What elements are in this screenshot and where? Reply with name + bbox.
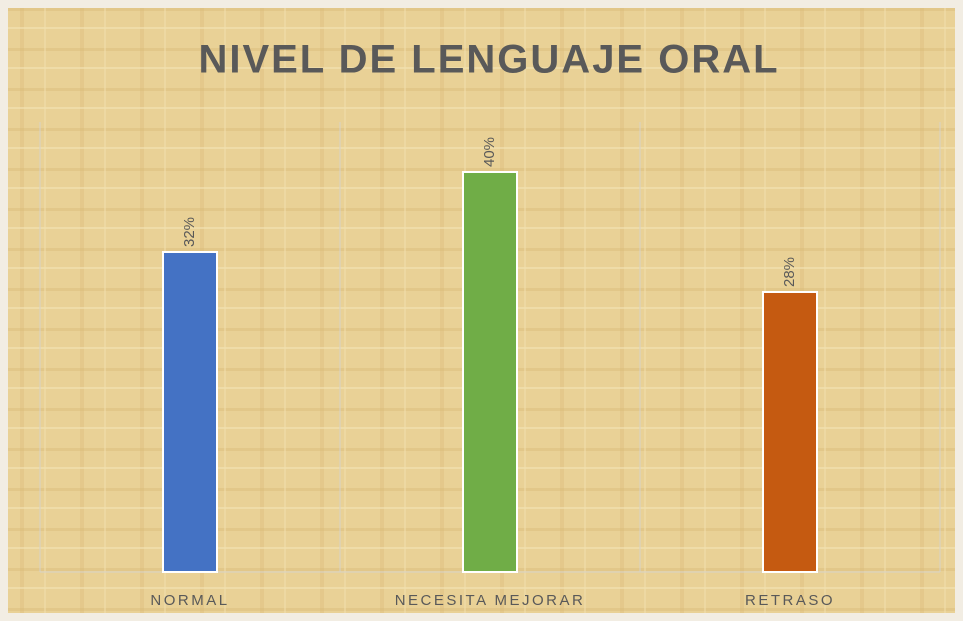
data-label: 32% [181,217,198,247]
x-tick-label: NORMAL [150,592,229,609]
bar [162,251,218,573]
x-tick-label: NECESITA MEJORAR [395,592,586,609]
x-tick-label: RETRASO [745,592,835,609]
chart-title: NIVEL DE LENGUAJE ORAL [198,38,779,82]
data-label: 40% [481,137,498,167]
bar [462,171,518,573]
bar [762,291,818,573]
data-label: 28% [781,257,798,287]
